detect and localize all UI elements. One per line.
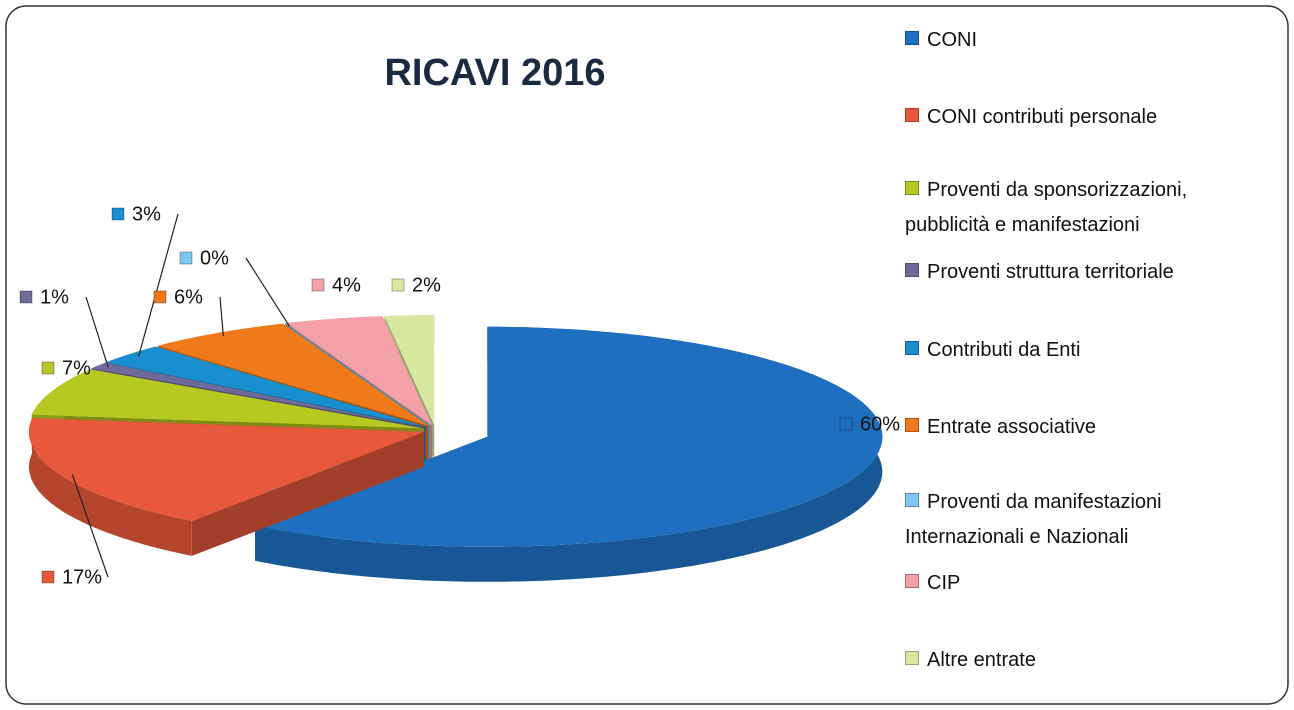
legend-label: Entrate associative [927,416,1096,438]
legend-item: Contributi da Enti [905,333,1275,368]
label-marker [311,278,325,292]
data-label: 4% [332,274,361,296]
slice [285,323,431,426]
data-label: 17% [62,566,102,588]
legend-swatch [905,418,919,432]
data-label: 7% [62,357,91,379]
data-label: 3% [132,203,161,225]
legend-item: Proventi da manifestazioni Internazional… [905,485,1275,555]
slice-wall [29,418,192,556]
legend-label: CONI contributi personale [927,106,1158,128]
legend-label: Altre entrate [927,649,1036,671]
label-marker [179,251,193,265]
slice [29,418,424,521]
legend-item: CIP [905,566,1275,601]
legend-swatch [905,341,919,355]
data-label: 0% [200,247,229,269]
legend-label: Contributi da Enti [927,339,1081,361]
data-label: 60% [860,413,900,435]
legend-item: CONI [905,23,1275,58]
slice [286,316,432,426]
legend-item: Entrate associative [905,410,1275,445]
leader-line [219,296,224,336]
leader-line [71,474,109,578]
legend-label: Proventi struttura territoriale [927,261,1174,283]
leader-line [138,213,179,357]
data-label: 2% [412,274,441,296]
label-marker [41,361,55,375]
legend-label: CIP [927,572,961,594]
data-label: 1% [40,286,69,308]
legend-swatch [905,31,919,45]
slice [384,315,435,426]
chart-title: RICAVI 2016 [384,52,605,94]
legend-item: Proventi struttura territoriale [905,255,1275,290]
leader-line [85,296,109,368]
slice [255,326,883,547]
legend-label: CONI [927,29,977,51]
label-marker [111,207,125,221]
data-label: 6% [174,286,203,308]
label-marker [391,278,405,292]
legend-swatch [905,263,919,277]
slice [158,323,429,426]
label-marker [839,417,853,431]
slice [31,369,424,429]
label-marker [153,290,167,304]
legend-swatch [905,574,919,588]
legend-label: Proventi da sponsorizzazioni, pubblicità… [905,179,1188,236]
label-marker [41,570,55,584]
slice-wall [255,326,883,582]
legend-item: Proventi da sponsorizzazioni, pubblicità… [905,173,1275,243]
leader-line [245,257,291,327]
label-marker [19,290,33,304]
legend-swatch [905,181,919,195]
slice [91,362,426,428]
legend-item: Altre entrate [905,643,1275,678]
legend-swatch [905,493,919,507]
slice [106,346,427,427]
legend-label: Proventi da manifestazioni Internazional… [905,491,1162,548]
legend-item: CONI contributi personale [905,100,1275,135]
legend-swatch [905,108,919,122]
legend-swatch [905,651,919,665]
